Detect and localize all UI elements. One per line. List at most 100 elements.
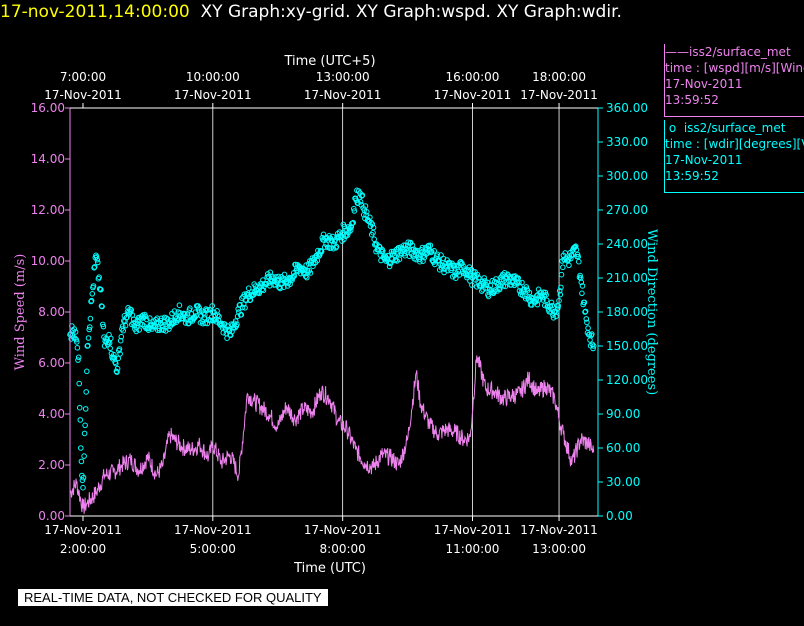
wdir-point [77,417,84,423]
legend-wdir-time: 13:59:52 [665,169,719,183]
bottom-tick-date: 17-Nov-2011 [44,523,122,537]
legend-wspd-date: 17-Nov-2011 [665,77,743,91]
right-tick-label: 330.00 [606,135,648,149]
wdir-point [333,243,340,250]
wdir-point [117,351,123,357]
wdir-point [307,270,314,276]
wdir-point [111,351,117,358]
wdir-point [136,327,142,333]
wdir-point [83,389,89,395]
left-tick-label: 0.00 [38,509,65,523]
wdir-point [543,297,550,304]
wdir-point [232,318,239,324]
wdir-point [406,247,412,253]
wdir-point [579,283,586,289]
wdir-point [86,326,92,333]
top-tick-time: 16:00:00 [446,70,500,84]
wdir-point [359,193,365,199]
wdir-point [321,244,328,250]
bottom-tick-time: 5:00:00 [190,542,236,556]
left-axis-ticks: 0.00 2.00 4.00 6.00 8.00 10.00 12.00 14.00 16.00 [31,101,70,523]
wdir-point [453,262,460,269]
wdir-point [227,332,234,339]
wdir-point [436,258,442,264]
wdir-point [443,260,449,267]
wdir-point [493,276,499,282]
legend-wspd-source: iss2/surface_met [689,45,791,59]
wdir-point [238,311,245,318]
header-graph-list: XY Graph:xy-grid. XY Graph:wspd. XY Grap… [200,2,622,22]
wdir-point [75,357,81,363]
wdir-point [107,345,113,352]
wdir-point [526,289,533,296]
wdir-point [95,259,101,266]
legend-wspd: ——iss2/surface_met time : [wspd][m/s][Wi… [664,44,804,117]
wdir-point [582,308,589,315]
wdir-point [122,322,129,329]
wdir-point [234,321,240,328]
wdir-point [241,291,248,298]
wdir-point [466,272,472,278]
wdir-point [359,192,366,198]
wdir-point [519,279,525,286]
wdir-point [540,297,546,303]
wdir-point [104,336,110,343]
right-tick-label: 270.00 [606,203,648,217]
wdir-point [314,257,321,264]
wdir-point [171,308,178,314]
wdir-point [475,275,482,281]
wdir-point [491,288,497,295]
wdir-point [556,297,562,304]
wdir-point [80,484,86,491]
wdir-point [386,263,393,270]
wdir-point [590,345,596,352]
wdir-point [579,290,585,297]
wdir-point [117,337,124,344]
right-tick-label: 210.00 [606,271,648,285]
wdir-point [364,209,370,215]
right-tick-label: 360.00 [606,101,648,115]
wdir-point [275,273,282,280]
wdir-point [85,342,91,349]
wdir-point [143,316,150,323]
bottom-tick-time: 2:00:00 [60,542,106,556]
wdir-point [420,258,426,265]
top-tick-time: 10:00:00 [186,70,240,84]
wdir-point [113,360,119,367]
wdir-point [583,316,590,322]
right-tick-label: 90.00 [606,407,640,421]
legend-wdir-variable: time : [wdir][degrees][V [665,137,804,151]
top-tick-date: 17-Nov-2011 [434,88,512,102]
wdir-point [224,335,230,342]
wdir-point [428,248,435,255]
wdir-point [557,291,564,298]
wdir-point [481,275,488,281]
wdir-point [419,244,426,251]
wdir-point [585,325,591,331]
wdir-point [465,267,472,273]
wdir-point [371,236,378,242]
legend-wdir-source: iss2/surface_met [683,121,786,135]
wdir-point [81,453,87,459]
wdir-point [156,327,163,334]
wdir-point [351,205,357,212]
wdir-point [211,309,217,316]
wdir-point [380,248,386,254]
wdir-point [75,354,82,361]
left-tick-label: 2.00 [38,458,65,472]
legend-wspd-symbol: —— [665,45,689,59]
wdir-point [370,224,377,231]
wdir-point [256,290,263,297]
bottom-tick-time: 11:00:00 [446,542,500,556]
wdir-point [469,282,475,288]
wdir-point [302,273,309,280]
legend-wdir: o iss2/surface_met time : [wdir][degrees… [664,120,804,193]
wdir-point [572,243,579,249]
header-datetime: 17-nov-2011,14:00:00 [0,2,190,22]
wdir-point [78,445,84,451]
top-tick-date: 17-Nov-2011 [520,88,598,102]
wdir-point [503,279,510,285]
wdir-point [376,243,382,249]
wdir-point [344,232,351,238]
wdir-point [209,303,215,309]
